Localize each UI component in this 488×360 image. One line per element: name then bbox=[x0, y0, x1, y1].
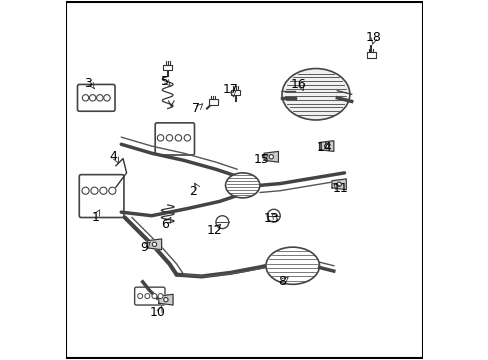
Circle shape bbox=[157, 135, 163, 141]
Polygon shape bbox=[264, 152, 278, 162]
Circle shape bbox=[336, 182, 341, 186]
Text: 1: 1 bbox=[91, 211, 99, 224]
Text: 13: 13 bbox=[263, 212, 279, 225]
Text: 18: 18 bbox=[365, 31, 381, 44]
Circle shape bbox=[152, 242, 156, 247]
Circle shape bbox=[91, 187, 98, 194]
FancyBboxPatch shape bbox=[155, 123, 194, 155]
Circle shape bbox=[324, 144, 328, 148]
FancyBboxPatch shape bbox=[79, 175, 123, 217]
Text: 5: 5 bbox=[161, 75, 169, 88]
Text: 15: 15 bbox=[253, 153, 269, 166]
Polygon shape bbox=[159, 294, 173, 305]
Bar bbox=[208, 99, 217, 105]
Text: 11: 11 bbox=[332, 183, 347, 195]
Circle shape bbox=[89, 95, 96, 101]
Circle shape bbox=[82, 95, 88, 101]
Circle shape bbox=[138, 294, 142, 298]
Circle shape bbox=[268, 155, 273, 159]
Bar bbox=[231, 90, 240, 95]
Ellipse shape bbox=[265, 247, 319, 284]
Polygon shape bbox=[319, 141, 333, 152]
Circle shape bbox=[82, 187, 89, 194]
Text: 17: 17 bbox=[222, 84, 238, 96]
Text: 14: 14 bbox=[316, 141, 332, 154]
Circle shape bbox=[100, 187, 107, 194]
Ellipse shape bbox=[282, 68, 349, 120]
Circle shape bbox=[184, 135, 190, 141]
FancyBboxPatch shape bbox=[134, 287, 164, 305]
Circle shape bbox=[97, 95, 103, 101]
Bar bbox=[163, 64, 172, 70]
Circle shape bbox=[144, 294, 149, 298]
Bar bbox=[366, 52, 375, 58]
Ellipse shape bbox=[225, 173, 259, 198]
Circle shape bbox=[108, 187, 116, 194]
Polygon shape bbox=[331, 179, 346, 190]
Text: 7: 7 bbox=[192, 102, 200, 115]
Text: 2: 2 bbox=[188, 185, 196, 198]
Circle shape bbox=[175, 135, 181, 141]
Circle shape bbox=[103, 95, 110, 101]
Text: 10: 10 bbox=[150, 306, 165, 319]
Text: 3: 3 bbox=[84, 77, 92, 90]
Text: 16: 16 bbox=[289, 78, 305, 91]
Text: 9: 9 bbox=[140, 241, 147, 255]
Circle shape bbox=[152, 294, 157, 298]
Text: 8: 8 bbox=[278, 275, 285, 288]
Polygon shape bbox=[147, 239, 162, 249]
Text: 4: 4 bbox=[109, 150, 117, 163]
Circle shape bbox=[158, 294, 163, 298]
Text: 12: 12 bbox=[206, 224, 222, 237]
Circle shape bbox=[163, 297, 168, 302]
Text: 6: 6 bbox=[161, 218, 169, 231]
FancyBboxPatch shape bbox=[77, 85, 115, 111]
Circle shape bbox=[166, 135, 172, 141]
